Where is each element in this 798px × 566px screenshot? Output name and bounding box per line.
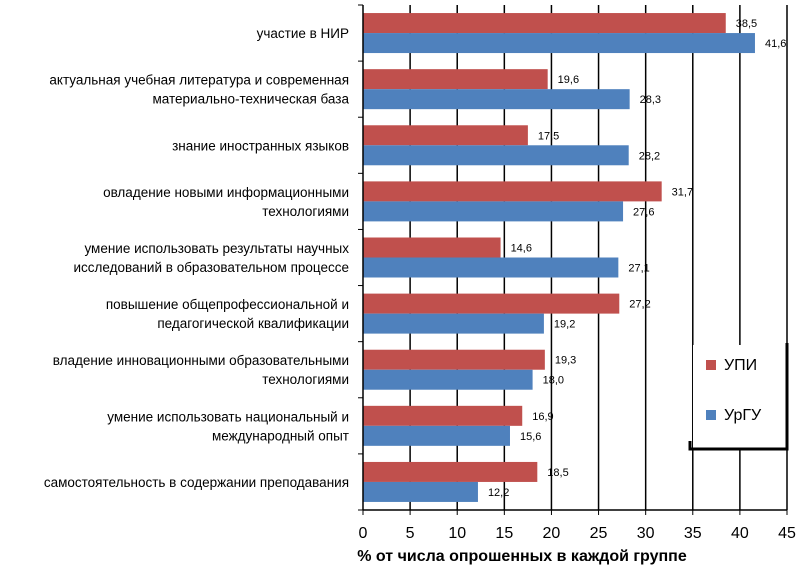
category-label-line: умение использовать результаты научных xyxy=(84,241,349,256)
value-label: 12,2 xyxy=(488,487,509,499)
category-label: умение использовать результаты научных ис… xyxy=(73,241,349,275)
x-axis-title: % от числа опрошенных в каждой группе xyxy=(357,548,687,565)
value-label: 17,5 xyxy=(538,130,559,142)
value-label: 19,2 xyxy=(554,319,575,331)
category-label-line: овладение новыми информационными xyxy=(103,185,349,200)
category-label-line: педагогической квалификации xyxy=(157,316,349,331)
legend-label: УПИ xyxy=(724,357,757,374)
category-label-line: технологиями xyxy=(262,204,349,219)
x-tick-label: 5 xyxy=(406,525,415,542)
value-label: 31,7 xyxy=(672,186,693,198)
value-label: 18,0 xyxy=(543,375,564,387)
legend: УПИ УрГУ xyxy=(688,343,789,451)
category-label: знание иностранных языков xyxy=(172,138,349,153)
value-label: 14,6 xyxy=(511,243,532,255)
x-tick-labels-group: 0 5 10 15 20 25 30 35 40 45 xyxy=(359,510,796,542)
category-label: овладение новыми информационными технолог… xyxy=(103,185,349,219)
legend-label: УрГУ xyxy=(724,407,762,424)
bar xyxy=(363,13,726,34)
legend-swatch xyxy=(706,360,716,370)
bar xyxy=(363,125,528,146)
category-label-line: знание иностранных языков xyxy=(172,138,349,153)
x-tick-label: 25 xyxy=(590,525,608,542)
x-tick-label: 10 xyxy=(448,525,466,542)
x-tick-label: 20 xyxy=(543,525,561,542)
bar xyxy=(363,405,523,426)
category-label: повышение общепрофессиональной и педагоги… xyxy=(106,297,349,331)
bar xyxy=(363,349,545,370)
category-label-line: актуальная учебная литература и современ… xyxy=(49,73,349,88)
category-label-line: материально-техническая база xyxy=(153,92,350,107)
value-label: 18,5 xyxy=(547,467,568,479)
bar xyxy=(363,237,501,258)
bars-group xyxy=(363,13,755,502)
value-label: 38,5 xyxy=(736,18,757,30)
bar xyxy=(363,257,619,278)
category-label-line: владение инновационными образовательными xyxy=(53,353,349,368)
bar xyxy=(363,89,630,110)
bar xyxy=(363,425,510,446)
bar xyxy=(363,313,544,334)
bar xyxy=(363,181,662,202)
value-labels-group: 38,5 41,6 19,6 28,3 17,5 28,2 31,7 27,6 14,6 27,1… xyxy=(488,18,786,499)
category-label: владение инновационными образовательными… xyxy=(53,353,349,387)
category-label: самостоятельность в содержании преподава… xyxy=(44,475,349,490)
value-label: 41,6 xyxy=(765,38,786,50)
value-label: 27,1 xyxy=(628,263,649,275)
category-label-line: самостоятельность в содержании преподава… xyxy=(44,475,349,490)
category-label-line: исследований в образовательном процессе xyxy=(73,260,349,275)
value-label: 27,6 xyxy=(633,206,654,218)
category-label-line: умение использовать национальный и xyxy=(107,409,349,424)
x-tick-label: 35 xyxy=(684,525,702,542)
value-label: 19,6 xyxy=(558,74,579,86)
legend-swatch xyxy=(706,410,716,420)
x-tick-label: 15 xyxy=(495,525,513,542)
value-label: 28,2 xyxy=(639,150,660,162)
bar xyxy=(363,145,629,166)
axes-group xyxy=(358,4,787,511)
category-label: умение использовать национальный и междун… xyxy=(107,409,349,443)
bar xyxy=(363,369,533,390)
x-tick-label: 45 xyxy=(778,525,796,542)
bar xyxy=(363,481,478,502)
value-label: 15,6 xyxy=(520,431,541,443)
value-label: 19,3 xyxy=(555,355,576,367)
category-label-line: участие в НИР xyxy=(257,26,349,41)
bar xyxy=(363,293,620,314)
category-label: участие в НИР xyxy=(257,26,349,41)
category-label: актуальная учебная литература и современ… xyxy=(49,73,349,107)
category-label-line: повышение общепрофессиональной и xyxy=(106,297,349,312)
legend-frame xyxy=(688,343,789,451)
bar xyxy=(363,69,548,90)
category-label-line: международный опыт xyxy=(212,428,349,443)
x-tick-label: 30 xyxy=(637,525,655,542)
x-tick-label: 40 xyxy=(731,525,749,542)
value-label: 16,9 xyxy=(532,411,553,423)
bar xyxy=(363,33,755,54)
x-tick-label: 0 xyxy=(359,525,368,542)
category-label-line: технологиями xyxy=(262,372,349,387)
value-label: 27,2 xyxy=(629,299,650,311)
category-labels-group: участие в НИР актуальная учебная литерату… xyxy=(44,26,350,490)
value-label: 28,3 xyxy=(640,94,661,106)
bar xyxy=(363,461,538,482)
bar xyxy=(363,201,624,222)
